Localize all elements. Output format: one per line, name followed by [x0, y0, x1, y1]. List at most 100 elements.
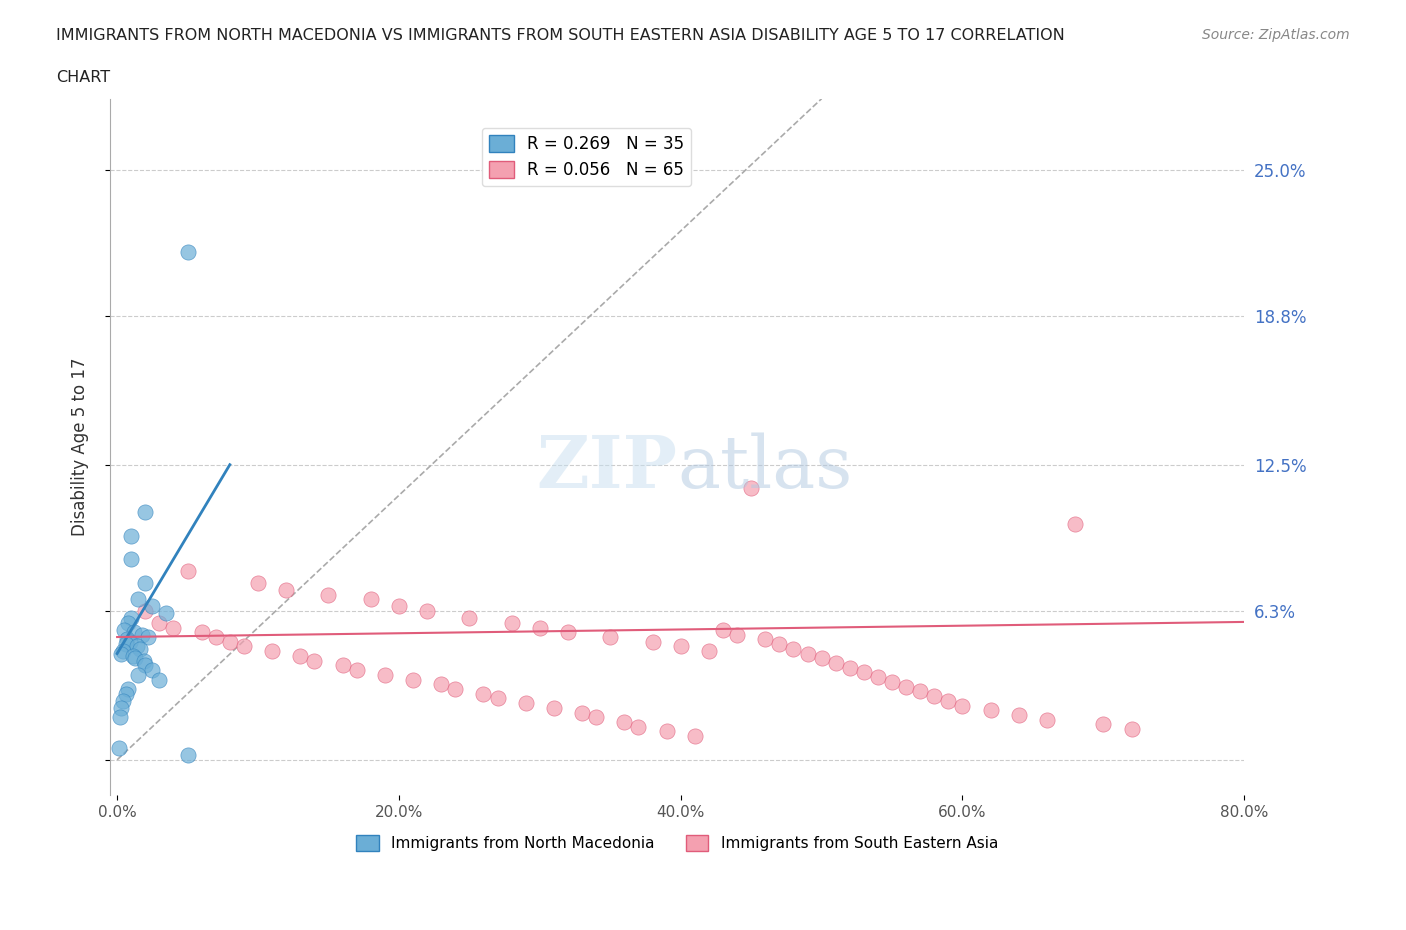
Point: [585, 710, 607, 724]
Point: [924, 688, 946, 703]
Point: [115, 632, 138, 647]
Point: [176, 748, 198, 763]
Point: [127, 591, 149, 606]
Point: [880, 674, 903, 689]
Point: [938, 694, 960, 709]
Point: [176, 245, 198, 259]
Text: Source: ZipAtlas.com: Source: ZipAtlas.com: [1202, 28, 1350, 42]
Point: [754, 632, 776, 647]
Point: [486, 691, 509, 706]
Point: [782, 642, 804, 657]
Point: [110, 700, 132, 715]
Point: [120, 528, 142, 543]
Point: [543, 700, 565, 715]
Point: [810, 651, 832, 666]
Point: [114, 686, 136, 701]
Point: [111, 694, 134, 709]
Point: [697, 644, 720, 658]
Point: [155, 606, 177, 621]
Point: [127, 668, 149, 683]
Point: [980, 703, 1002, 718]
Point: [132, 653, 155, 668]
Point: [262, 644, 284, 658]
Point: [894, 679, 917, 694]
Point: [768, 637, 790, 652]
Point: [346, 663, 368, 678]
Point: [683, 729, 706, 744]
Point: [866, 670, 889, 684]
Point: [416, 604, 439, 618]
Point: [472, 686, 495, 701]
Point: [1036, 712, 1059, 727]
Point: [430, 677, 453, 692]
Point: [1064, 516, 1087, 531]
Point: [118, 634, 141, 649]
Point: [613, 714, 636, 729]
Point: [131, 627, 153, 642]
Point: [444, 682, 467, 697]
Point: [247, 576, 270, 591]
Point: [121, 648, 143, 663]
Point: [838, 660, 860, 675]
Point: [515, 696, 537, 711]
Point: [318, 587, 340, 602]
Point: [852, 665, 875, 680]
Point: [952, 698, 974, 713]
Point: [120, 611, 142, 626]
Point: [111, 644, 134, 658]
Point: [136, 630, 159, 644]
Point: [1008, 708, 1031, 723]
Point: [276, 582, 298, 597]
Point: [388, 599, 411, 614]
Point: [125, 639, 148, 654]
Point: [120, 551, 142, 566]
Point: [128, 642, 150, 657]
Point: [641, 634, 664, 649]
Point: [796, 646, 818, 661]
Text: CHART: CHART: [56, 70, 110, 85]
Point: [110, 646, 132, 661]
Point: [112, 622, 135, 637]
Point: [190, 625, 212, 640]
Point: [571, 705, 593, 720]
Point: [669, 639, 692, 654]
Point: [176, 564, 198, 578]
Point: [458, 611, 481, 626]
Point: [134, 504, 156, 519]
Point: [148, 672, 170, 687]
Point: [232, 639, 254, 654]
Point: [134, 604, 156, 618]
Point: [304, 653, 326, 668]
Y-axis label: Disability Age 5 to 17: Disability Age 5 to 17: [72, 358, 89, 537]
Point: [627, 719, 650, 734]
Point: [360, 591, 382, 606]
Point: [655, 724, 678, 739]
Point: [117, 616, 139, 631]
Point: [740, 481, 762, 496]
Point: [529, 620, 551, 635]
Point: [148, 616, 170, 631]
Point: [114, 637, 136, 652]
Point: [141, 663, 163, 678]
Point: [501, 616, 523, 631]
Point: [124, 651, 146, 666]
Text: atlas: atlas: [678, 432, 852, 503]
Point: [402, 672, 425, 687]
Point: [141, 599, 163, 614]
Point: [725, 627, 748, 642]
Point: [1092, 717, 1115, 732]
Point: [204, 630, 226, 644]
Point: [332, 658, 354, 672]
Text: IMMIGRANTS FROM NORTH MACEDONIA VS IMMIGRANTS FROM SOUTH EASTERN ASIA DISABILITY: IMMIGRANTS FROM NORTH MACEDONIA VS IMMIG…: [56, 28, 1064, 43]
Point: [910, 684, 932, 698]
Point: [218, 634, 240, 649]
Text: ZIP: ZIP: [536, 432, 678, 503]
Point: [1121, 722, 1143, 737]
Point: [824, 656, 846, 671]
Point: [374, 668, 396, 683]
Point: [134, 658, 156, 672]
Point: [117, 682, 139, 697]
Point: [108, 710, 131, 724]
Point: [599, 630, 621, 644]
Point: [134, 576, 156, 591]
